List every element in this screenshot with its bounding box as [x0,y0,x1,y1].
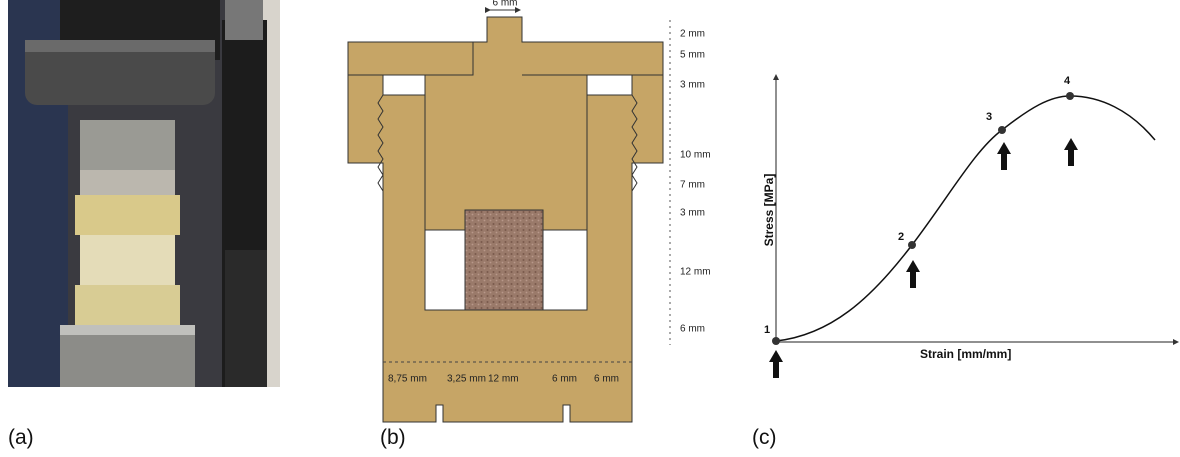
dimension-label: 2 mm [680,29,705,40]
x-axis-label: Strain [mm/mm] [920,347,1011,361]
cell-diagram [348,10,670,422]
dimension-label: 12 mm [680,267,711,278]
dimension-label: 6 mm [552,374,577,385]
dimension-label: 6 mm [594,374,619,385]
dimension-label: 6 mm [493,0,518,9]
dimension-label: 5 mm [680,50,705,61]
point-label: 3 [986,111,992,123]
panel-label: (a) [8,426,34,449]
point-label: 4 [1064,75,1071,87]
dimension-label: 3 mm [680,80,705,91]
dimension-label: 3,25 mm [447,374,486,385]
panel-label: (c) [752,426,777,449]
dimension-label: 12 mm [488,374,519,385]
figure: 6 mm Strain [mm/mm] Stress [MPa] 1 2 3 4… [0,0,1180,457]
dimension-label: 6 mm [680,324,705,335]
dimension-label: 7 mm [680,180,705,191]
y-axis-label: Stress [MPa] [762,174,776,247]
point-label: 1 [764,324,770,336]
stress-strain-curve [769,75,1178,378]
dimension-label: 10 mm [680,150,711,161]
photo [8,0,280,387]
figure-canvas: 6 mm Strain [mm/mm] Stress [MPa] 1 2 3 4… [0,0,1180,457]
dimension-label: 8,75 mm [388,374,427,385]
point-label: 2 [898,231,904,243]
dimension-label: 3 mm [680,208,705,219]
panel-label: (b) [380,426,406,449]
